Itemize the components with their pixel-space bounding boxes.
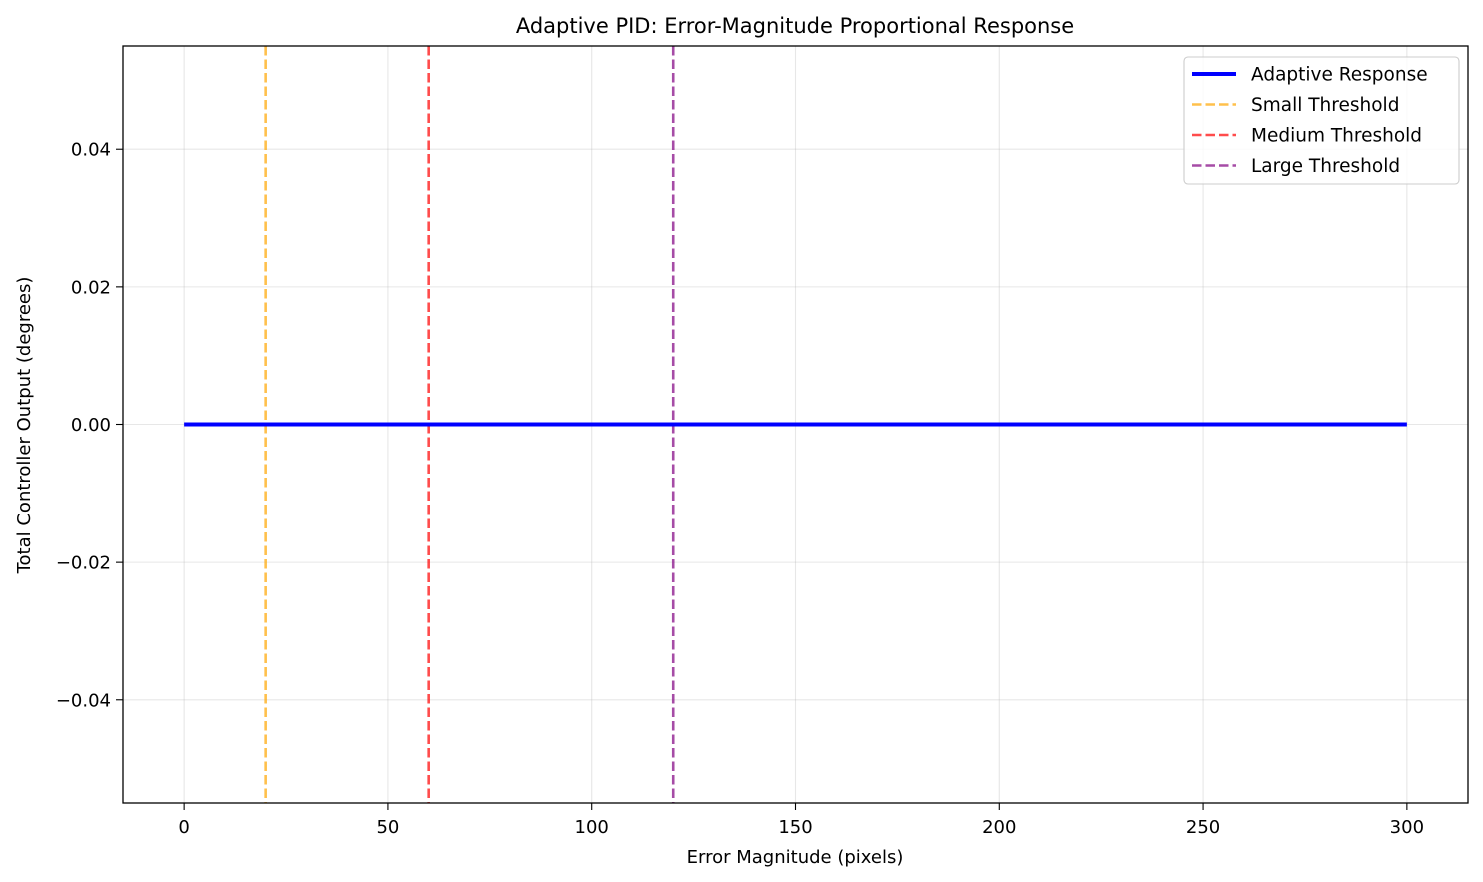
- x-tick-label: 250: [1186, 817, 1220, 838]
- x-tick-label: 150: [778, 817, 812, 838]
- x-tick-label: 200: [982, 817, 1016, 838]
- legend-label: Adaptive Response: [1251, 65, 1428, 86]
- legend: Adaptive Response Small Threshold Medium T…: [1183, 56, 1460, 185]
- y-tick-label: 0.04: [71, 140, 111, 161]
- x-axis-label: Error Magnitude (pixels): [687, 847, 904, 868]
- y-tick-label: 0.00: [71, 415, 111, 436]
- x-tick-label: 0: [178, 817, 189, 838]
- y-tick-label: −0.02: [56, 553, 111, 574]
- x-tick-label: 100: [575, 817, 609, 838]
- y-tick-label: −0.04: [56, 690, 111, 711]
- x-tick-label: 50: [376, 817, 399, 838]
- y-tick-label: 0.02: [71, 277, 111, 298]
- x-tick-label: 300: [1390, 817, 1424, 838]
- y-axis-ticks: 0.04 0.02 0.00 −0.02 −0.04: [56, 140, 123, 711]
- chart-title: Adaptive PID: Error-Magnitude Proportion…: [516, 14, 1074, 38]
- x-axis-ticks: 0 50 100 150 200 250 300: [178, 803, 1424, 838]
- legend-label: Medium Threshold: [1251, 126, 1422, 147]
- y-axis-label: Total Controller Output (degrees): [14, 277, 35, 575]
- legend-label: Small Threshold: [1251, 95, 1399, 116]
- legend-box: [1183, 56, 1460, 185]
- legend-label: Large Threshold: [1251, 156, 1400, 177]
